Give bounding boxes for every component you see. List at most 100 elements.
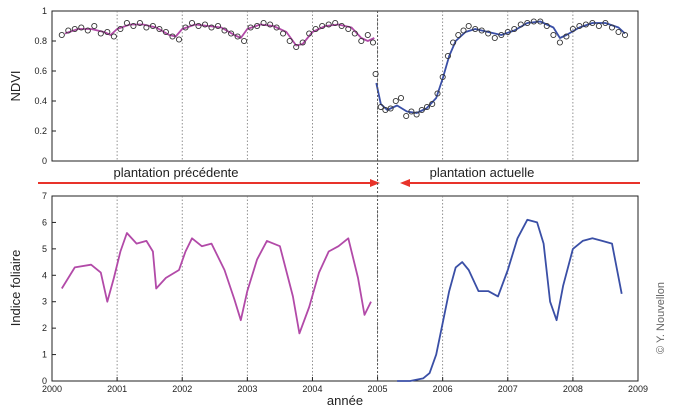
ndvi-data-point bbox=[351, 30, 358, 37]
lai-y-tick-label: 7 bbox=[42, 191, 47, 201]
ndvi-data-point bbox=[195, 22, 202, 30]
ndvi-data-point bbox=[306, 30, 313, 37]
ndvi-data-point bbox=[377, 103, 384, 111]
current-plantation-arrowhead bbox=[400, 179, 410, 187]
ndvi-data-point bbox=[338, 22, 345, 30]
lai-x-tick-label: 2002 bbox=[172, 384, 192, 394]
ndvi-data-point bbox=[267, 21, 274, 28]
ndvi-y-tick-label: 0.6 bbox=[34, 66, 47, 76]
ndvi-data-point bbox=[104, 28, 111, 36]
lai-plot-frame bbox=[51, 195, 639, 382]
lai-x-tick-label: 2006 bbox=[433, 384, 453, 394]
ndvi-data-point bbox=[136, 19, 143, 27]
lai-x-tick-label: 2007 bbox=[498, 384, 518, 394]
ndvi-data-point bbox=[319, 22, 326, 30]
ndvi-data-point bbox=[241, 37, 248, 45]
ndvi-data-point bbox=[563, 33, 570, 40]
ndvi-data-point bbox=[325, 21, 332, 28]
ndvi-data-point bbox=[117, 25, 124, 33]
ndvi-y-tick-label: 0 bbox=[42, 156, 47, 166]
ndvi-data-point bbox=[387, 105, 394, 112]
ndvi-data-point bbox=[345, 25, 352, 33]
lai-y-tick-label: 2 bbox=[42, 323, 47, 333]
ndvi-data-point bbox=[478, 27, 485, 34]
ndvi-y-tick-label: 1 bbox=[42, 6, 47, 16]
lai-series-line bbox=[397, 218, 623, 382]
ndvi-data-point bbox=[413, 111, 420, 118]
ndvi-data-point bbox=[299, 39, 306, 46]
ndvi-data-point bbox=[162, 28, 169, 36]
ndvi-data-point bbox=[602, 19, 609, 27]
ndvi-y-tick-label: 0.8 bbox=[34, 36, 47, 46]
ndvi-series-line bbox=[375, 20, 626, 114]
ndvi-data-point bbox=[65, 27, 72, 34]
ndvi-data-point bbox=[450, 39, 457, 46]
ndvi-data-point bbox=[293, 43, 300, 51]
ndvi-data-point bbox=[444, 52, 451, 60]
ndvi-data-point bbox=[260, 19, 267, 27]
ndvi-data-point bbox=[537, 18, 544, 25]
ndvi-data-point bbox=[91, 22, 98, 30]
ndvi-data-point bbox=[418, 106, 425, 114]
ndvi-data-point bbox=[589, 19, 596, 27]
ndvi-data-point bbox=[97, 30, 104, 37]
ndvi-data-point bbox=[517, 21, 524, 28]
ndvi-data-point bbox=[234, 33, 241, 40]
lai-x-tick-label: 2001 bbox=[107, 384, 127, 394]
ndvi-data-point bbox=[439, 73, 446, 81]
ndvi-data-point bbox=[123, 19, 130, 27]
ndvi-data-point bbox=[608, 24, 616, 31]
ndvi-data-point bbox=[582, 21, 589, 28]
lai-x-tick-label: 2004 bbox=[302, 384, 322, 394]
ndvi-data-point bbox=[201, 21, 209, 28]
lai-x-tick-label: 2000 bbox=[42, 384, 62, 394]
ndvi-data-point bbox=[397, 94, 405, 102]
current-plantation-label: plantation actuelle bbox=[430, 165, 535, 180]
ndvi-plot-frame bbox=[51, 10, 639, 162]
ndvi-data-point bbox=[143, 24, 150, 31]
lai-x-axis-label: année bbox=[327, 393, 363, 408]
ndvi-data-point bbox=[556, 39, 563, 46]
ndvi-data-point bbox=[84, 27, 91, 34]
ndvi-data-point bbox=[498, 31, 505, 39]
ndvi-data-point bbox=[524, 19, 531, 27]
ndvi-data-point bbox=[576, 22, 583, 30]
ndvi-data-point bbox=[214, 22, 222, 30]
ndvi-data-point bbox=[434, 90, 441, 97]
ndvi-data-point bbox=[247, 24, 254, 31]
ndvi-data-point bbox=[429, 100, 436, 108]
credit-text: © Y. Nouvellon bbox=[655, 282, 667, 354]
ndvi-data-point bbox=[615, 28, 622, 36]
plantation-arrows: plantation précédente plantation actuell… bbox=[38, 165, 640, 187]
ndvi-data-point bbox=[491, 34, 498, 42]
lai-x-tick-label: 2009 bbox=[628, 384, 648, 394]
ndvi-data-point bbox=[221, 27, 228, 34]
ndvi-data-point bbox=[595, 22, 602, 30]
ndvi-y-tick-label: 0.4 bbox=[34, 96, 47, 106]
ndvi-data-point bbox=[188, 19, 196, 27]
lai-series bbox=[61, 218, 623, 382]
ndvi-data-point bbox=[332, 19, 339, 27]
ndvi-data-point bbox=[550, 31, 557, 39]
ndvi-data-point bbox=[511, 25, 518, 33]
ndvi-y-tick-label: 0.2 bbox=[34, 126, 47, 136]
ndvi-data-point bbox=[156, 25, 163, 33]
ndvi-data-point bbox=[254, 22, 261, 30]
lai-x-tick-label: 2005 bbox=[368, 384, 388, 394]
ndvi-data-point bbox=[58, 31, 65, 39]
ndvi-data-point bbox=[280, 30, 287, 37]
ndvi-panel: 0 0.2 0.4 0.6 0.8 1 NDVI bbox=[8, 6, 639, 166]
ndvi-data-point bbox=[273, 24, 280, 31]
previous-plantation-arrowhead bbox=[370, 179, 380, 187]
lai-y-tick-label: 0 bbox=[42, 376, 47, 386]
ndvi-data-point bbox=[78, 24, 85, 31]
ndvi-data-point bbox=[569, 25, 576, 33]
lai-x-ticks: 2000 2001 2002 2003 2004 2005 2006 2007 2008 2009 bbox=[42, 377, 648, 394]
ndvi-data-point bbox=[504, 28, 511, 36]
lai-x-tick-label: 2008 bbox=[563, 384, 583, 394]
ndvi-data-point bbox=[358, 37, 365, 45]
ndvi-y-ticks: 0 0.2 0.4 0.6 0.8 1 bbox=[34, 6, 56, 166]
